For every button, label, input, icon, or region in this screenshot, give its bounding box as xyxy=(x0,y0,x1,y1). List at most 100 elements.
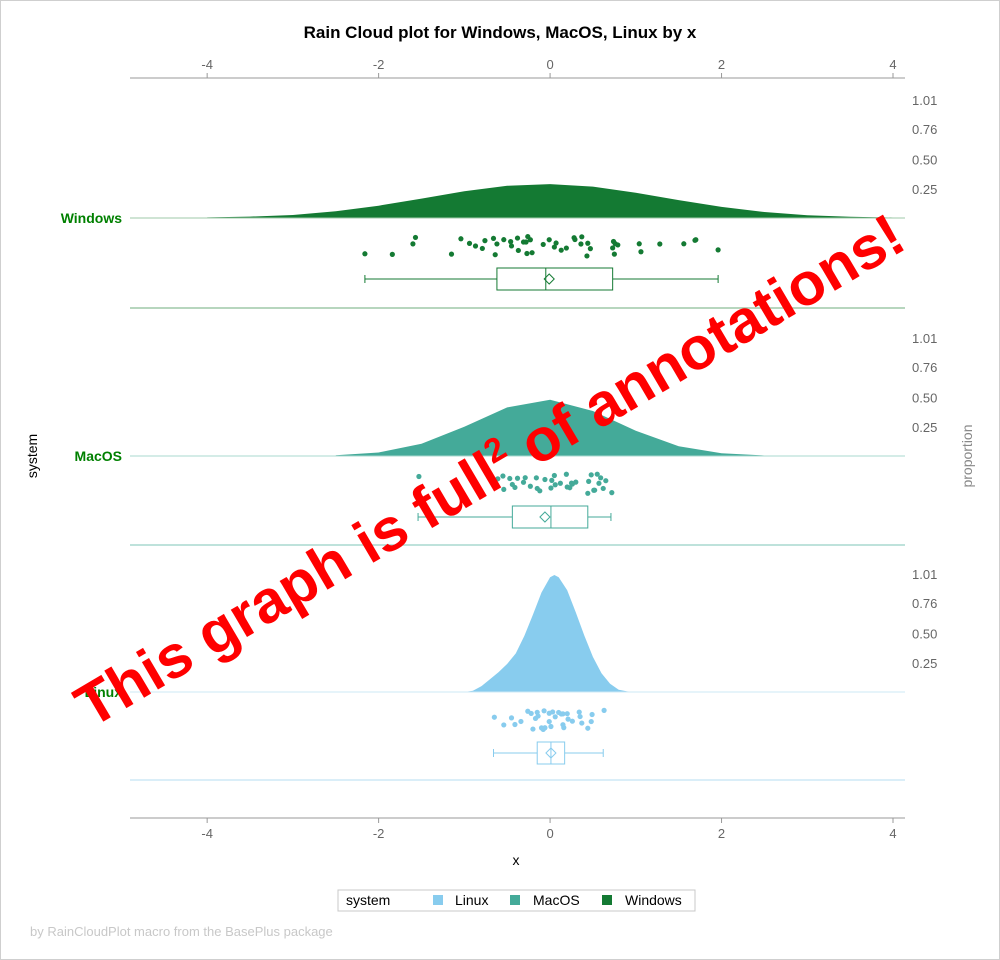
rain-point xyxy=(557,480,563,486)
legend-label-linux: Linux xyxy=(455,892,488,908)
rain-point xyxy=(586,478,592,484)
rain-point xyxy=(596,480,602,486)
rain-point xyxy=(501,237,507,243)
rain-point xyxy=(507,475,513,482)
density-cloud xyxy=(207,184,893,218)
top-x-tick-label: -2 xyxy=(373,57,385,72)
rain-point xyxy=(541,708,547,714)
legend: system Linux MacOS Windows xyxy=(337,889,696,912)
bottom-x-tick-label: 0 xyxy=(546,826,553,841)
annotation-text: This graph is full2 of annotations! xyxy=(64,201,916,740)
box-mean-marker xyxy=(543,273,555,285)
legend-swatch-linux xyxy=(433,895,443,905)
rain-point xyxy=(508,239,514,245)
rain-point xyxy=(540,241,546,248)
rain-point xyxy=(600,485,606,492)
rain-point xyxy=(588,472,594,478)
rain-point xyxy=(548,485,554,491)
rain-point xyxy=(585,490,591,496)
rain-point xyxy=(512,484,518,491)
group-windows: 1.01 0.76 0.50 0.25 Windows xyxy=(61,93,937,309)
group-macos: 1.01 0.76 0.50 0.25 MacOS xyxy=(75,331,937,546)
rain-point xyxy=(601,707,607,714)
rain-point xyxy=(518,718,524,725)
proportion-tick-label: 0.25 xyxy=(912,656,937,671)
top-x-tick-label: 0 xyxy=(546,57,553,72)
chart-title: Rain Cloud plot for Windows, MacOS, Linu… xyxy=(304,23,697,42)
rain-point xyxy=(587,246,593,252)
rain-point xyxy=(362,251,368,257)
bottom-x-tick-label: -2 xyxy=(373,826,385,841)
rain-point xyxy=(681,241,687,247)
rain-point xyxy=(550,709,556,715)
rain-point xyxy=(522,475,528,481)
rain-point xyxy=(594,471,600,477)
proportion-tick-label: 0.25 xyxy=(912,182,937,197)
proportion-tick-label: 1.01 xyxy=(912,93,937,108)
rain-point xyxy=(501,722,507,728)
rain-point xyxy=(588,718,594,725)
rain-point xyxy=(508,715,515,721)
rain-point xyxy=(693,237,699,243)
box-mean-marker xyxy=(539,511,551,523)
group-label: Linux xyxy=(85,684,123,700)
legend-label-windows: Windows xyxy=(625,892,682,908)
rain-point xyxy=(546,237,552,243)
top-x-tick-label: 2 xyxy=(718,57,725,72)
legend-title: system xyxy=(346,892,390,908)
rain-point xyxy=(598,475,604,481)
rain-point xyxy=(577,713,583,720)
rain-point xyxy=(495,476,501,482)
rain-point xyxy=(458,236,464,242)
rain-point xyxy=(610,245,616,251)
rain-point xyxy=(546,718,552,725)
rain-point xyxy=(542,725,548,731)
rain-point xyxy=(491,714,497,720)
density-cloud xyxy=(464,575,636,692)
rain-point xyxy=(584,253,590,259)
top-x-tick-label: -4 xyxy=(201,57,213,72)
rain-point xyxy=(638,249,644,255)
rain-point xyxy=(514,475,521,481)
rain-point xyxy=(548,723,554,730)
rain-point xyxy=(501,486,507,493)
rain-point xyxy=(535,713,541,719)
rain-point xyxy=(579,234,585,240)
rain-point xyxy=(527,483,533,489)
legend-swatch-macos xyxy=(510,895,520,905)
y-axis-label: system xyxy=(24,434,40,478)
rain-point xyxy=(412,234,419,241)
rain-point xyxy=(448,251,455,257)
rain-point xyxy=(479,245,485,252)
rain-point xyxy=(529,250,535,256)
proportion-tick-label: 0.76 xyxy=(912,122,937,137)
rain-point xyxy=(561,725,567,731)
rain-point xyxy=(578,241,584,247)
rain-point xyxy=(585,725,591,731)
rain-point xyxy=(527,237,533,243)
rain-point xyxy=(567,485,573,491)
rain-point xyxy=(565,716,571,722)
group-linux: 1.01 0.76 0.50 0.25 Linux xyxy=(85,567,937,781)
rain-point xyxy=(558,247,564,253)
proportion-tick-label: 0.25 xyxy=(912,420,937,435)
rain-point xyxy=(533,475,539,481)
rain-point xyxy=(508,243,515,249)
rain-point xyxy=(552,714,558,720)
rain-point xyxy=(500,473,506,479)
rain-point xyxy=(549,477,555,483)
rain-point xyxy=(494,241,500,247)
bottom-x-tick-label: -4 xyxy=(201,826,213,841)
x-axis-label: x xyxy=(513,852,520,868)
rain-point xyxy=(490,235,497,242)
rain-point xyxy=(564,711,570,717)
rain-point xyxy=(524,250,530,257)
proportion-tick-label: 0.50 xyxy=(912,627,937,642)
footer-credit: by RainCloudPlot macro from the BasePlus… xyxy=(30,924,333,939)
legend-swatch-windows xyxy=(602,895,612,905)
rain-point xyxy=(551,472,557,479)
proportion-tick-label: 0.50 xyxy=(912,153,937,168)
rain-point xyxy=(523,239,529,245)
rain-point xyxy=(515,247,521,254)
